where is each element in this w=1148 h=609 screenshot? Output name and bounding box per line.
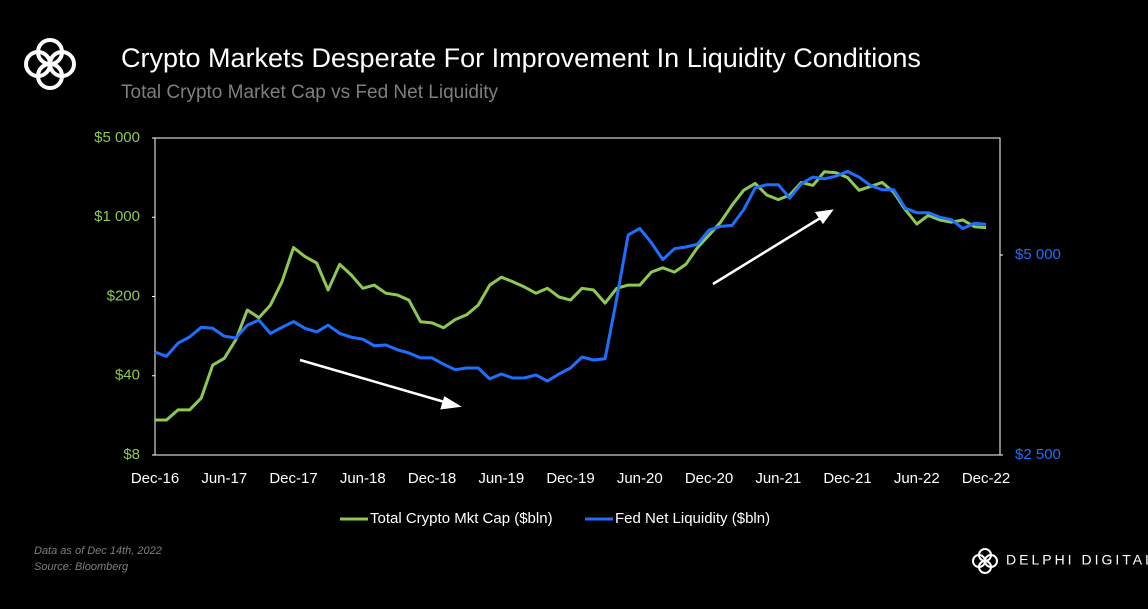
x-tick-label: Dec-18 [408,470,456,487]
chart-title: Crypto Markets Desperate For Improvement… [121,43,921,73]
legend-label: Total Crypto Mkt Cap ($bln) [370,510,553,527]
x-tick-label: Jun-17 [201,470,247,487]
series-line [154,169,987,383]
data-note: Data as of Dec 14th, 2022 [34,545,162,557]
logo [24,38,76,90]
y2-tick-label: $2 500 [1015,446,1061,463]
series-line [155,170,987,422]
y-tick-label: $8 [123,446,140,463]
annotation-arrows [299,209,834,410]
source-note: Source: Bloomberg [34,561,129,573]
x-tick-label: Jun-18 [340,470,386,487]
x-tick-label: Dec-16 [131,470,179,487]
chart-subtitle: Total Crypto Market Cap vs Fed Net Liqui… [121,82,498,103]
x-tick-label: Jun-22 [894,470,940,487]
y2-tick-label: $5 000 [1015,246,1061,263]
x-tick-label: Dec-20 [685,470,733,487]
brand-name: DELPHI DIGITAL [1006,552,1148,568]
y-tick-label: $1 000 [94,208,140,225]
x-tick-label: Dec-22 [962,470,1010,487]
brand-logo [972,548,998,574]
x-tick-label: Jun-20 [617,470,663,487]
x-tick-label: Dec-17 [269,470,317,487]
x-tick-label: Jun-21 [755,470,801,487]
y-tick-label: $200 [107,287,140,304]
x-tick-label: Jun-19 [478,470,524,487]
legend-label: Fed Net Liquidity ($bln) [615,510,770,527]
x-tick-label: Dec-19 [546,470,594,487]
y-tick-label: $5 000 [94,129,140,146]
x-tick-label: Dec-21 [823,470,871,487]
y-tick-label: $40 [115,367,140,384]
